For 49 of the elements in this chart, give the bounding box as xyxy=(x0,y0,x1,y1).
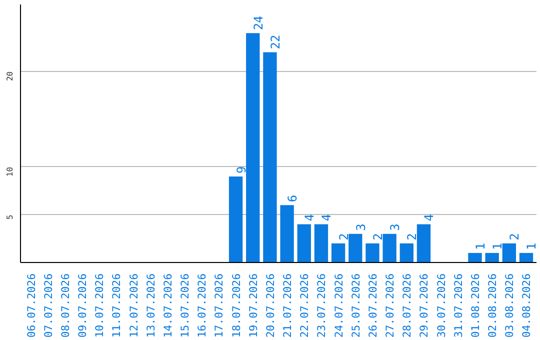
x-tick-label: 20.07.2026 xyxy=(264,274,277,338)
x-tick-label: 06.07.2026 xyxy=(24,274,38,338)
x-tick-label: 19.07.2026 xyxy=(246,274,260,338)
data-label: 2 xyxy=(336,233,351,240)
data-label: 3 xyxy=(388,224,402,231)
x-tick-label: 01.08.2026 xyxy=(468,274,482,338)
data-label: 1 xyxy=(524,242,539,250)
data-label: 6 xyxy=(286,194,300,202)
y-tick-label: 5 xyxy=(6,214,14,220)
x-tick-label: 16.07.2026 xyxy=(196,274,209,338)
x-tick-label: 21.07.2026 xyxy=(281,274,294,338)
data-label: 3 xyxy=(354,224,368,231)
x-tick-label: 13.07.2026 xyxy=(144,274,158,338)
y-tick-label: 20 xyxy=(6,71,14,82)
x-tick-label: 27.07.2026 xyxy=(384,274,397,338)
x-tick-label: 23.07.2026 xyxy=(315,274,328,338)
x-tick-label: 14.07.2026 xyxy=(161,274,174,338)
x-tick-label: 12.07.2026 xyxy=(127,274,140,338)
data-label: 4 xyxy=(422,214,436,222)
x-tick-label: 08.07.2026 xyxy=(58,274,72,338)
x-tick-label: 11.07.2026 xyxy=(110,274,124,338)
data-label: 22 xyxy=(268,34,282,50)
x-tick-label: 17.07.2026 xyxy=(212,274,226,338)
x-tick-label: 22.07.2026 xyxy=(298,274,312,338)
data-label: 24 xyxy=(251,16,266,30)
data-label: 1 xyxy=(473,242,488,250)
x-tick-label: 15.07.2026 xyxy=(178,274,192,338)
x-tick-label: 18.07.2026 xyxy=(230,274,243,338)
x-tick-label: 26.07.2026 xyxy=(366,274,380,338)
x-tick-label: 10.07.2026 xyxy=(93,274,106,338)
data-label: 9 xyxy=(234,166,248,174)
data-label: 4 xyxy=(302,214,317,222)
x-tick-label: 30.07.2026 xyxy=(434,274,448,338)
data-label: 2 xyxy=(508,233,522,240)
x-tick-label: 24.07.2026 xyxy=(332,274,346,338)
data-label: 2 xyxy=(405,233,420,240)
y-tick-label: 10 xyxy=(6,166,14,177)
x-tick-label: 09.07.2026 xyxy=(76,274,90,338)
x-tick-label: 02.08.2026 xyxy=(486,274,500,338)
x-tick-label: 31.07.2026 xyxy=(452,274,465,338)
x-tick-label: 04.08.2026 xyxy=(520,274,534,338)
data-label: 4 xyxy=(320,214,334,222)
x-tick-label: 25.07.2026 xyxy=(349,274,362,338)
data-label: 1 xyxy=(490,242,505,250)
x-tick-label: 07.07.2026 xyxy=(42,274,55,338)
x-tick-label: 03.08.2026 xyxy=(503,274,516,338)
x-tick-label: 28.07.2026 xyxy=(400,274,414,338)
x-tick-label: 29.07.2026 xyxy=(418,274,431,338)
data-label: 2 xyxy=(370,233,385,240)
